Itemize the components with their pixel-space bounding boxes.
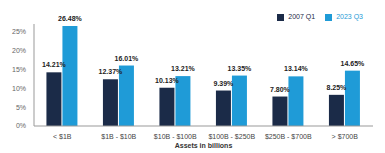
svg-text:15%: 15%	[12, 66, 26, 73]
svg-text:13.35%: 13.35%	[228, 65, 253, 72]
svg-text:8.25%: 8.25%	[327, 84, 348, 91]
svg-text:9.39%: 9.39%	[214, 80, 235, 87]
svg-text:13.21%: 13.21%	[171, 65, 196, 72]
svg-text:14.21%: 14.21%	[42, 61, 67, 68]
svg-text:> $700B: > $700B	[332, 133, 359, 140]
svg-text:10%: 10%	[12, 85, 26, 92]
svg-text:10.13%: 10.13%	[155, 77, 180, 84]
svg-text:$10B - $100B: $10B - $100B	[154, 133, 197, 140]
svg-text:$250B - $700B: $250B - $700B	[265, 133, 312, 140]
svg-text:< $1B: < $1B	[53, 133, 72, 140]
html-text:2007 Q1: 2007 Q1	[288, 13, 316, 20]
svg-text:25%: 25%	[12, 28, 26, 35]
svg-text:12.37%: 12.37%	[99, 68, 124, 75]
html-text:2023 Q3: 2023 Q3	[336, 13, 363, 20]
svg-text:$1B - $10B: $1B - $10B	[101, 133, 136, 140]
svg-text:16.01%: 16.01%	[115, 55, 140, 62]
svg-text:7.80%: 7.80%	[270, 86, 291, 93]
svg-text:$100B - $250B: $100B - $250B	[208, 133, 255, 140]
svg-text:20%: 20%	[12, 47, 26, 54]
svg-text:5%: 5%	[16, 104, 26, 111]
svg-text:14.65%: 14.65%	[341, 60, 366, 67]
svg-text:13.14%: 13.14%	[284, 65, 309, 72]
svg-text:Assets in billions: Assets in billions	[175, 142, 233, 148]
svg-text:0%: 0%	[16, 122, 26, 129]
svg-text:26.48%: 26.48%	[58, 15, 83, 22]
